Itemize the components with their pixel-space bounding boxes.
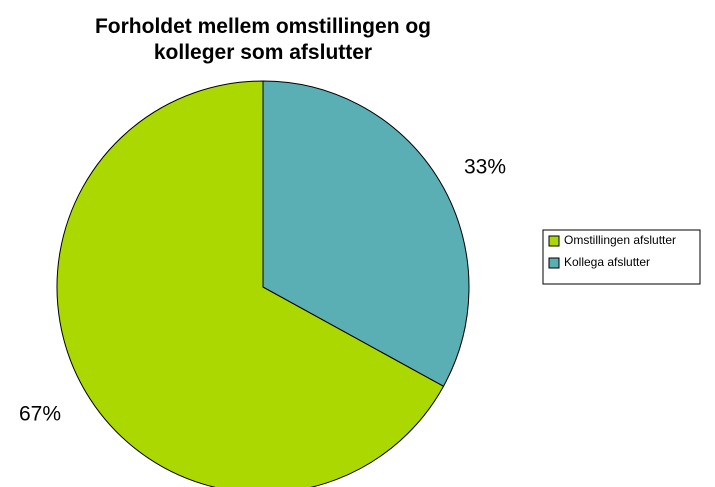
data-label: 67% [19, 403, 61, 426]
chart-title: Forholdet mellem omstillingen og kollege… [94, 15, 432, 64]
legend-label: Kollega afslutter [564, 255, 650, 269]
data-label: 33% [464, 156, 506, 179]
pie-slice [262, 80, 470, 387]
legend-label: Omstillingen afslutter [564, 233, 676, 247]
pie-slice [56, 80, 445, 487]
legend-box [542, 229, 701, 285]
legend-swatch [548, 235, 560, 247]
legend-swatch [548, 257, 560, 269]
